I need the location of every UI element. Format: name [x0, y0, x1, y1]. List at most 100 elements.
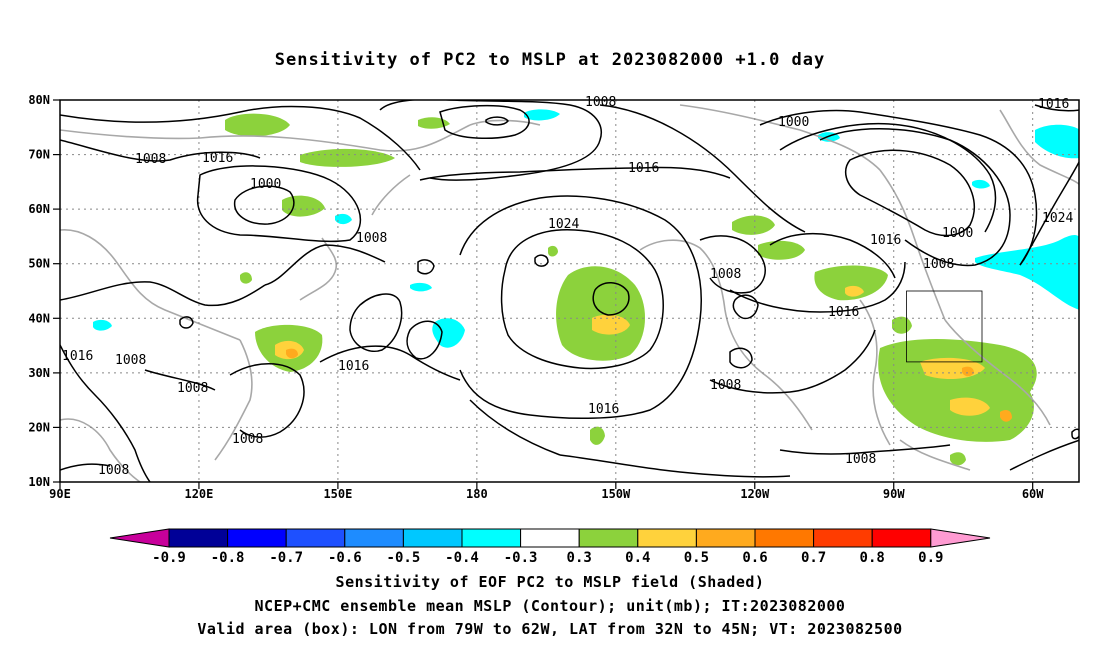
colorbar-label: 0.6 [742, 550, 767, 566]
contour-1008 [1071, 428, 1079, 440]
contour-1016 [759, 109, 1038, 266]
contour-1016 [599, 104, 806, 233]
contour-1016 [469, 399, 561, 456]
y-tick-label: 60N [28, 202, 50, 216]
contour-1008 [60, 463, 111, 471]
contour-1000 [485, 116, 509, 126]
y-tick-label: 10N [28, 475, 50, 489]
contour-label: 1000 [942, 226, 973, 241]
colorbar-label: -0.6 [328, 550, 362, 566]
x-tick-label: 120E [184, 487, 213, 501]
colorbar-label: -0.5 [387, 550, 421, 566]
contour-1008 [60, 281, 266, 307]
colorbar-label: -0.8 [211, 550, 245, 566]
shade-0.4 [592, 314, 630, 335]
shade-positive [814, 265, 888, 301]
colorbar-label: -0.9 [152, 550, 186, 566]
contour-1016 [439, 104, 530, 140]
contour-1008 [417, 259, 435, 275]
contour-1008 [779, 444, 951, 455]
contour-label: 1008 [585, 95, 616, 110]
contour-1016 [729, 261, 906, 313]
contour-label: 1016 [338, 359, 369, 374]
shade-positive [418, 117, 450, 129]
shade-positive [758, 240, 805, 260]
contour-1016 [779, 122, 997, 233]
mslp-contours [60, 100, 1079, 482]
shade-negative [432, 318, 465, 348]
contour-1024 [1019, 160, 1079, 266]
contour-1008 [769, 232, 896, 279]
colorbar-segment [168, 528, 229, 548]
colorbar-segment [813, 528, 873, 548]
shade-positive [732, 215, 775, 235]
shade-positive [225, 113, 290, 137]
contour-label: 1008 [710, 378, 741, 393]
y-tick-label: 70N [28, 148, 50, 162]
contour-1016 [60, 105, 421, 171]
contour-label: 1016 [870, 233, 901, 248]
contour-label: 1008 [98, 463, 129, 478]
contour-label: 1024 [1042, 211, 1073, 226]
colorbar-label: -0.3 [504, 550, 538, 566]
y-tick-label: 40N [28, 311, 50, 325]
contour-label: 1008 [232, 432, 263, 447]
contour-label: 1016 [628, 161, 659, 176]
contour-label: 1000 [250, 177, 281, 192]
contour-label: 1008 [710, 267, 741, 282]
caption-contour: NCEP+CMC ensemble mean MSLP (Contour); u… [254, 597, 846, 615]
contour-1016 [349, 293, 403, 352]
contour-1016 [379, 100, 602, 181]
shade-positive [240, 272, 252, 284]
contour-1008 [179, 316, 194, 329]
x-tick-label: 150W [601, 487, 631, 501]
colorbar-segment [520, 528, 580, 548]
colorbar-label: 0.7 [801, 550, 826, 566]
contour-label: 1008 [135, 152, 166, 167]
y-tick-label: 30N [28, 366, 50, 380]
colorbar-label: -0.7 [269, 550, 303, 566]
shade-positive [548, 245, 558, 257]
shade-negative [410, 282, 432, 292]
sensitivity-shading [93, 109, 1079, 466]
colorbar-label: 0.8 [860, 550, 885, 566]
contour-label: 1016 [828, 305, 859, 320]
x-tick-label: 60W [1022, 487, 1044, 501]
gridlines [60, 100, 1079, 482]
contour-1008 [699, 235, 766, 294]
y-tick-label: 80N [28, 93, 50, 107]
contour-1008 [709, 329, 876, 394]
shade-0.4 [845, 285, 864, 297]
shade-0.5 [1000, 410, 1012, 422]
colorbar-label: 0.4 [625, 550, 650, 566]
shade-negative [972, 179, 990, 189]
shade-positive [590, 426, 605, 445]
colorbar-segment [402, 528, 463, 548]
shade-positive [950, 452, 966, 466]
contour-1000 [233, 185, 295, 225]
contour-label: 1016 [588, 402, 619, 417]
coastlines [60, 104, 1079, 482]
shade-0.5 [286, 348, 298, 359]
caption-valid-area: Valid area (box): LON from 79W to 62W, L… [197, 620, 903, 638]
contour-1008 [144, 369, 216, 391]
contour-1008 [406, 320, 443, 360]
shade-positive [878, 339, 1037, 442]
colorbar-segment [695, 528, 756, 548]
colorbar-segment [871, 528, 932, 548]
y-tick-label: 50N [28, 257, 50, 271]
plot-frame [59, 99, 1080, 483]
contour-1008 [819, 128, 1011, 267]
contour-1016 [60, 344, 151, 482]
contour-labels: 1008 1016 1000 1008 1016 1024 1008 1008 … [62, 95, 1073, 478]
contour-label: 1008 [356, 231, 387, 246]
x-tick-label: 90W [883, 487, 905, 501]
colorbar-segment [227, 528, 287, 548]
contour-label: 1008 [845, 452, 876, 467]
shade-positive [300, 148, 395, 167]
shade-positive [556, 266, 646, 361]
contour-label: 1008 [115, 353, 146, 368]
shade-negative [975, 235, 1079, 310]
contour-label: 1000 [778, 115, 809, 130]
colorbar-segment [285, 528, 346, 548]
